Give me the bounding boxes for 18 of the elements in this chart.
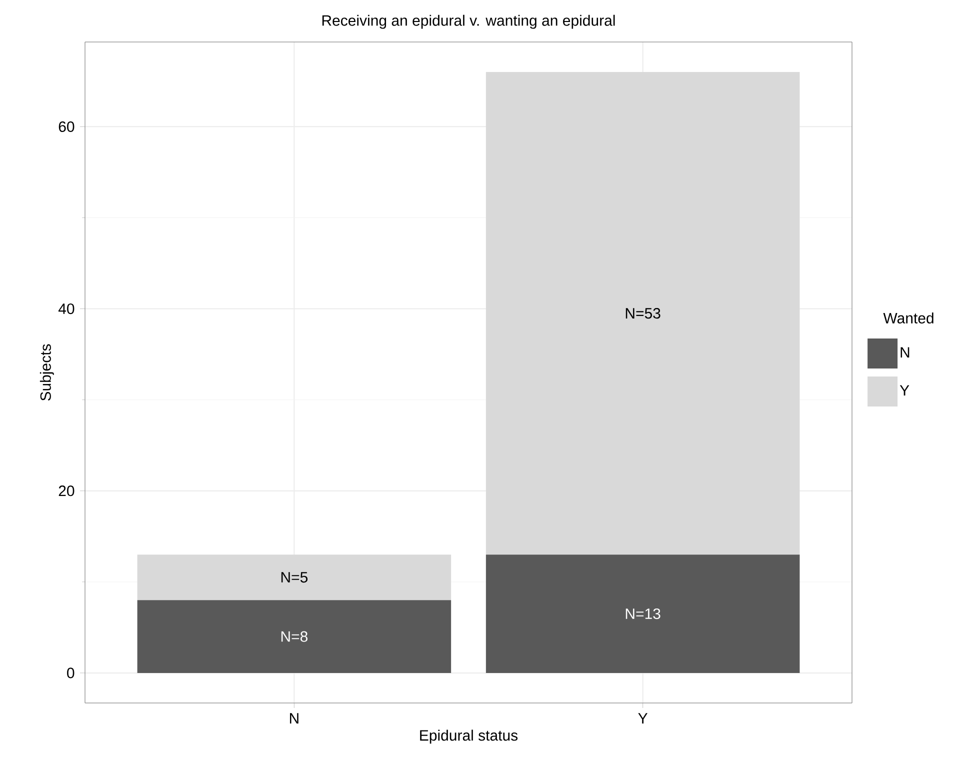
data-label: N=8 [281, 631, 308, 642]
chart-title: Receiving an epidural v. wanting an epidural [322, 14, 615, 29]
y-tick-label: 60 [58, 121, 74, 132]
bar [137, 554, 452, 600]
bar [486, 554, 800, 673]
legend-label: Y [900, 385, 910, 396]
x-axis-title: Epidural status [420, 730, 518, 744]
legend-title: Wanted [883, 312, 934, 324]
bar [137, 600, 452, 673]
data-label: N=13 [626, 608, 660, 620]
data-label: N=5 [281, 572, 308, 583]
y-tick-label: 0 [67, 668, 74, 678]
y-tick-label: 40 [58, 303, 74, 314]
bar [486, 72, 800, 555]
data-label: N=53 [626, 308, 660, 319]
y-axis-title: Subjects [40, 344, 54, 401]
legend-label: N [900, 347, 910, 358]
y-tick-label: 20 [58, 486, 74, 496]
